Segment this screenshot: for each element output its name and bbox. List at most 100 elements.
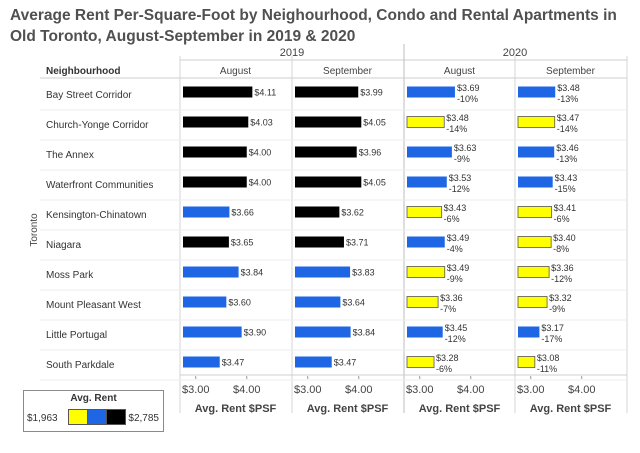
value-label-0-3: $3.48 (557, 83, 580, 93)
legend-swatch-high (106, 410, 125, 424)
bar-9-3 (517, 356, 536, 368)
value-label-6-0: $3.84 (241, 268, 264, 278)
bar-2-1 (295, 146, 357, 158)
pct-change-label-9-3: -11% (537, 364, 557, 374)
value-label-5-0: $3.65 (231, 238, 254, 248)
value-label-3-1: $4.05 (363, 178, 386, 188)
bar-3-0 (183, 176, 247, 188)
bar-6-2 (406, 266, 446, 278)
value-label-5-2: $3.49 (447, 233, 470, 243)
value-label-7-3: $3.32 (549, 293, 572, 303)
bar-0-1 (295, 86, 359, 98)
value-label-0-1: $3.99 (360, 88, 383, 98)
bar-0-2 (407, 86, 455, 98)
pct-change-label-0-3: -13% (557, 94, 578, 104)
chart-title-line-2: Old Toronto, August-September in 2019 & … (10, 28, 356, 45)
pct-change-label-8-2: -12% (445, 334, 466, 344)
value-label-2-2: $3.63 (454, 143, 477, 153)
row-group-label: Toronto (29, 213, 40, 247)
legend-min-label: $1,963 (27, 413, 58, 424)
tick-label-2-1: $4.00 (457, 384, 485, 396)
pct-change-label-5-2: -4% (447, 244, 463, 254)
pct-change-label-0-2: -10% (457, 94, 478, 104)
pct-change-label-3-2: -12% (449, 184, 470, 194)
bar-7-3 (517, 296, 548, 308)
bar-3-2 (407, 176, 447, 188)
value-label-9-2: $3.28 (436, 353, 459, 363)
tick-label-1-0: $3.00 (294, 384, 322, 396)
value-label-5-3: $3.40 (553, 233, 576, 243)
category-label-8: Little Portugal (46, 330, 107, 341)
category-label-7: Mount Pleasant West (46, 300, 141, 311)
value-label-0-2: $3.69 (457, 83, 480, 93)
month-header-1: September (323, 66, 373, 77)
value-label-3-2: $3.53 (449, 173, 472, 183)
bar-5-0 (183, 236, 229, 248)
bar-1-3 (517, 116, 556, 128)
pct-change-label-1-2: -14% (446, 124, 467, 134)
value-label-4-1: $3.62 (341, 208, 364, 218)
bar-2-0 (183, 146, 247, 158)
value-label-8-0: $3.90 (244, 328, 267, 338)
bar-3-1 (295, 176, 362, 188)
value-label-6-3: $3.36 (551, 263, 574, 273)
month-header-3: September (546, 66, 596, 77)
category-label-4: Kensington-Chinatown (46, 210, 147, 221)
bar-4-1 (295, 206, 340, 218)
tick-label-3-0: $3.00 (517, 384, 545, 396)
pct-change-label-9-2: -6% (436, 364, 452, 374)
value-label-6-1: $3.83 (352, 268, 375, 278)
value-label-4-2: $3.43 (444, 203, 467, 213)
pct-change-label-8-3: -17% (541, 334, 562, 344)
bar-6-0 (183, 266, 239, 278)
chart-title: Average Rent Per-Square-Foot by Neighour… (10, 5, 635, 47)
value-label-9-0: $3.47 (222, 358, 245, 368)
tick-label-2-0: $3.00 (406, 384, 434, 396)
category-label-6: Moss Park (46, 270, 94, 281)
legend-title: Avg. Rent (70, 393, 117, 404)
month-header-2: August (444, 66, 475, 77)
category-label-0: Bay Street Corridor (46, 90, 132, 101)
pct-change-label-4-2: -6% (444, 214, 460, 224)
pct-change-label-2-2: -9% (454, 154, 470, 164)
bar-4-0 (183, 206, 230, 218)
tick-label-0-1: $4.00 (233, 384, 261, 396)
bar-6-3 (517, 266, 550, 278)
value-label-2-0: $4.00 (249, 148, 272, 158)
category-label-5: Niagara (46, 240, 81, 251)
pct-change-label-7-2: -7% (440, 304, 456, 314)
category-label-1: Church-Yonge Corridor (46, 120, 149, 131)
value-label-7-1: $3.64 (342, 298, 365, 308)
pct-change-label-5-3: -8% (553, 244, 569, 254)
bar-4-2 (406, 206, 443, 218)
pct-change-label-7-3: -9% (549, 304, 565, 314)
pct-change-label-1-3: -14% (557, 124, 578, 134)
axis-title-3: Avg. Rent $PSF (530, 403, 612, 415)
row-header-neighbourhood: Neighbourhood (46, 66, 120, 77)
value-label-1-1: $4.05 (363, 118, 386, 128)
bar-2-3 (518, 146, 555, 158)
value-label-4-0: $3.66 (231, 208, 254, 218)
bar-9-2 (406, 356, 435, 368)
value-label-1-0: $4.03 (250, 118, 273, 128)
tick-label-3-1: $4.00 (568, 384, 596, 396)
pct-change-label-2-3: -13% (556, 154, 577, 164)
color-legend: Avg. Rent $1,963 $2,785 (23, 390, 164, 432)
value-label-5-1: $3.71 (346, 238, 369, 248)
category-label-9: South Parkdale (46, 360, 115, 371)
bar-8-1 (295, 326, 351, 338)
value-label-8-2: $3.45 (445, 323, 468, 333)
value-label-7-2: $3.36 (440, 293, 463, 303)
bar-5-2 (407, 236, 445, 248)
category-label-3: Waterfront Communities (46, 180, 153, 191)
year-label-2019: 2019 (280, 47, 304, 59)
value-label-7-0: $3.60 (228, 298, 251, 308)
value-label-3-0: $4.00 (249, 178, 272, 188)
axis-title-2: Avg. Rent $PSF (419, 403, 501, 415)
value-label-6-2: $3.49 (447, 263, 470, 273)
category-label-2: The Annex (46, 150, 94, 161)
legend-max-label: $2,785 (128, 413, 159, 424)
bar-8-2 (407, 326, 443, 338)
month-header-0: August (220, 66, 251, 77)
chart-title-line-1: Average Rent Per-Square-Foot by Neighour… (10, 7, 617, 24)
